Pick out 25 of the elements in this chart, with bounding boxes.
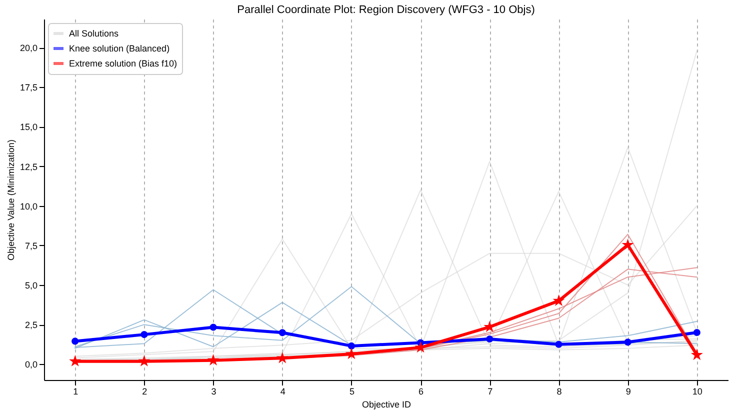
x-axis-title: Objective ID <box>362 400 412 410</box>
x-tick-label: 1 <box>73 386 78 396</box>
y-axis-title: Objective Value (Minimization) <box>6 140 16 260</box>
y-tick-label: 20,0 <box>20 43 38 53</box>
legend-label: All Solutions <box>69 28 120 38</box>
x-tick-label: 8 <box>556 386 562 396</box>
y-tick-label: 0,0 <box>24 360 38 370</box>
x-tick-label: 5 <box>349 386 354 396</box>
y-tick-label: 7,5 <box>24 240 38 251</box>
legend-label: Extreme solution (Bias f10) <box>69 58 178 68</box>
y-tick-label: 17,5 <box>20 82 38 93</box>
x-tick-label: 3 <box>211 386 216 396</box>
y-tick-label: 5,0 <box>24 280 38 290</box>
x-tick-label: 2 <box>142 386 148 396</box>
y-tick-label: 12,5 <box>20 162 38 172</box>
x-tick-label: 4 <box>280 386 286 396</box>
x-tick-label: 7 <box>488 386 493 396</box>
chart-title: Parallel Coordinate Plot: Region Discovery (WFG3 - 10 Objs) <box>237 4 535 16</box>
x-tick-label: 10 <box>692 386 702 396</box>
x-tick-label: 6 <box>418 386 424 396</box>
y-tick-label: 2,5 <box>24 320 38 330</box>
y-tick-label: 10,0 <box>20 201 38 212</box>
y-tick-label: 15,0 <box>20 122 38 132</box>
legend-label: Knee solution (Balanced) <box>69 44 170 54</box>
x-tick-label: 9 <box>626 386 631 396</box>
